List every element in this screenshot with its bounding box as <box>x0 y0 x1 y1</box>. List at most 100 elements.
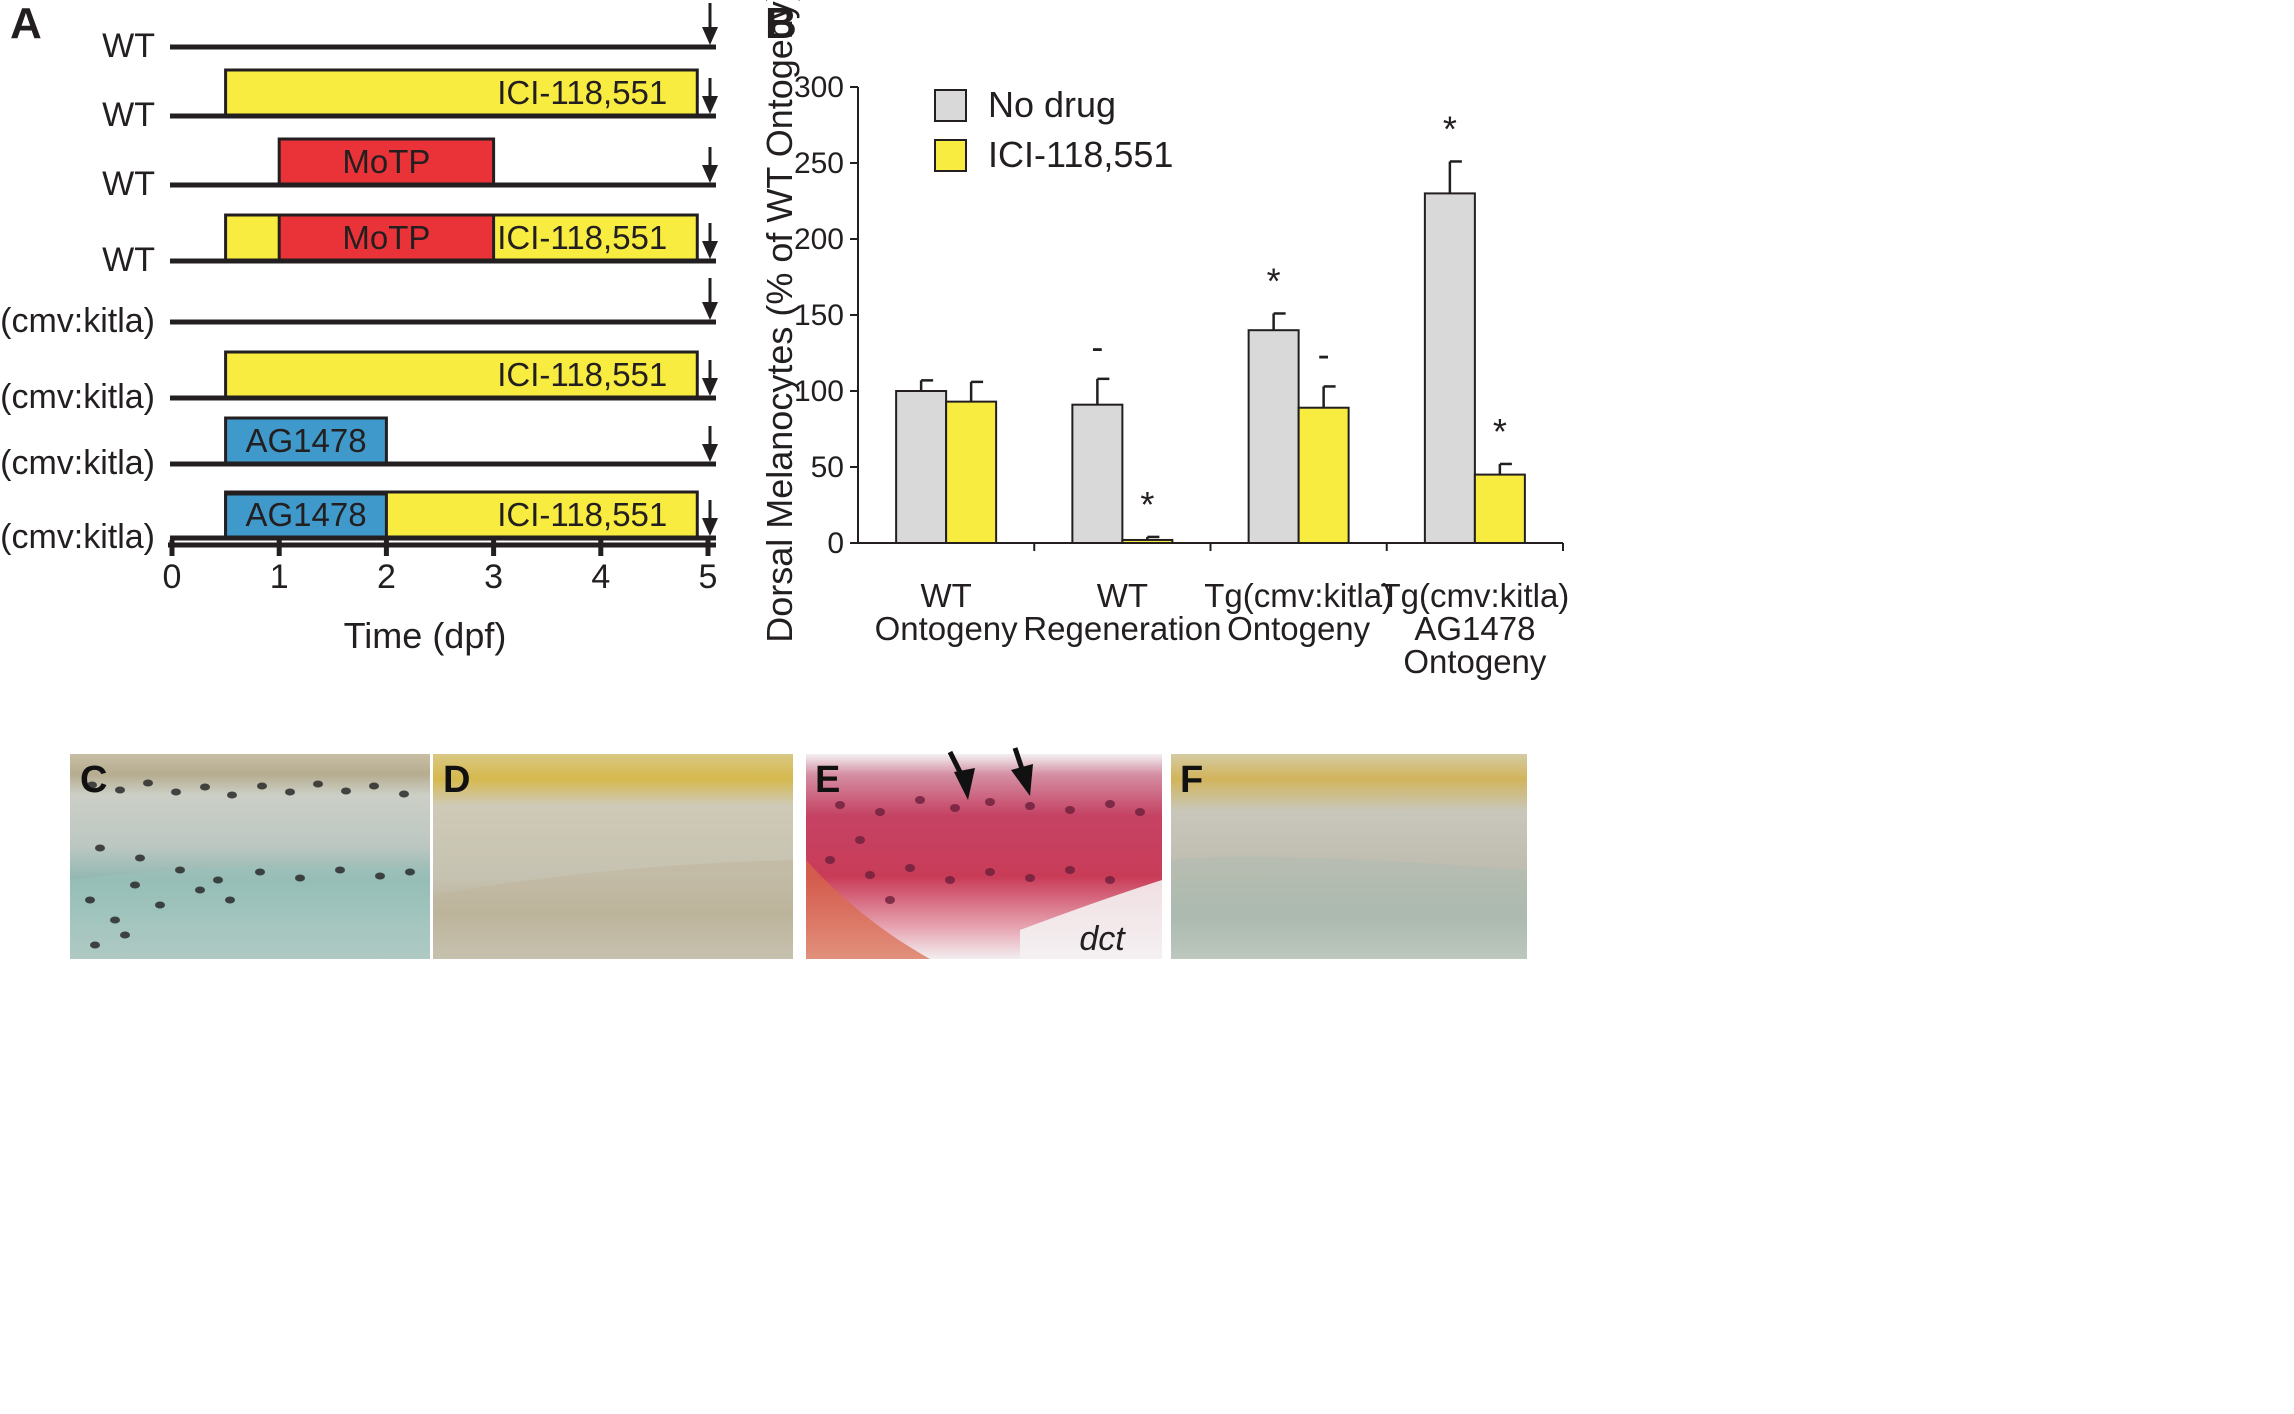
photo-e-melanoblasts <box>825 796 1145 904</box>
melanocyte-dot <box>175 866 185 874</box>
sampling-arrow-head <box>702 378 718 396</box>
treatment-bar <box>224 492 388 540</box>
row-genotype-label: WT <box>102 96 155 134</box>
row-genotype-label: Tg(cmv:kitla) <box>0 378 155 416</box>
row-genotype-label: WT <box>102 27 155 65</box>
panel-a-letter: A <box>10 0 42 48</box>
melanoblast-dot <box>1105 876 1115 884</box>
y-tick-label: 0 <box>827 527 844 560</box>
melanocyte-dot <box>90 941 100 949</box>
photo-f-yolk <box>1171 856 1527 959</box>
category-label: Tg(cmv:kitla) <box>1380 577 1569 614</box>
row-genotype-label: WT <box>102 241 155 279</box>
melanocyte-dot <box>227 791 237 799</box>
row-genotype-label: WT <box>102 165 155 203</box>
treatment-bar-label: ICI-118,551 <box>497 356 667 393</box>
legend-label: No drug <box>988 84 1116 125</box>
data-bar <box>1297 406 1350 544</box>
category-label: WT <box>920 577 971 614</box>
sampling-arrow-head <box>702 241 718 259</box>
sampling-arrow-head <box>702 27 718 45</box>
melanoblast-dot <box>885 896 895 904</box>
photo-f-letter: F <box>1180 759 1203 801</box>
photo-e-yolk <box>806 860 930 959</box>
timeline-x-tick-label: 1 <box>270 558 289 596</box>
sampling-arrow-head <box>702 444 718 462</box>
melanoblast-dot <box>855 836 865 844</box>
treatment-bar-label: ICI-118,551 <box>497 219 667 256</box>
y-axis-title: Dorsal Melanocytes (% of WT Ontogeny) <box>759 0 800 643</box>
chart-axes: 0 50 100 150 200 250 300 <box>794 71 1564 560</box>
chart-bars: -**-** <box>895 108 1526 545</box>
melanoblast-dot <box>950 804 960 812</box>
sampling-arrow-head <box>702 302 718 320</box>
melanocyte-dot <box>171 788 181 796</box>
data-bar <box>1247 329 1300 545</box>
melanoblast-dot <box>985 868 995 876</box>
sampling-arrow-head <box>702 96 718 114</box>
category-label: Tg(cmv:kitla) <box>1204 577 1393 614</box>
melanoblast-dot <box>1065 806 1075 814</box>
photo-c-yolk <box>70 865 430 959</box>
photo-d-yolk <box>433 860 793 959</box>
photo-e-background <box>1020 880 1162 959</box>
significance-mark: * <box>1493 411 1507 452</box>
melanocyte-dot <box>399 790 409 798</box>
melanoblast-dot <box>825 856 835 864</box>
legend-label: ICI-118,551 <box>988 134 1173 175</box>
significance-mark: - <box>1318 333 1330 374</box>
row-genotype-label: Tg(cmv:kitla) <box>0 444 155 482</box>
melanocyte-dot <box>335 866 345 874</box>
melanocyte-dot <box>295 874 305 882</box>
y-tick-label: 100 <box>794 375 844 408</box>
timeline-row: Tg(cmv:kitla) ICI-118,551 AG1478 <box>0 490 718 556</box>
photo-panel-d: D <box>433 754 793 959</box>
melanoblast-dot <box>1025 802 1035 810</box>
data-bar <box>1423 192 1476 544</box>
photo-panel-e: E dct <box>806 747 1162 959</box>
melanocyte-dot <box>375 872 385 880</box>
melanocyte-dot <box>341 787 351 795</box>
timeline-row: WT ICI-118,551 <box>102 68 718 134</box>
data-bar <box>1071 403 1124 544</box>
melanoblast-dot <box>905 864 915 872</box>
timeline-x-tick-label: 4 <box>591 558 610 596</box>
melanoblast-dot <box>1105 800 1115 808</box>
melanocyte-dot <box>225 896 235 904</box>
melanocyte-dot <box>213 876 223 884</box>
melanoblast-dot <box>1135 808 1145 816</box>
sampling-arrow-head <box>702 518 718 536</box>
timeline-row: Tg(cmv:kitla) <box>0 278 718 340</box>
timeline-row: Tg(cmv:kitla) AG1478 <box>0 416 718 482</box>
melanoblast-dot <box>1065 866 1075 874</box>
treatment-bar-label: AG1478 <box>245 496 366 533</box>
melanocyte-dot <box>120 931 130 939</box>
treatment-bar-label: ICI-118,551 <box>497 496 667 533</box>
treatment-bar-label: ICI-118,551 <box>497 74 667 111</box>
category-label: AG1478 <box>1414 610 1535 647</box>
row-genotype-label: Tg(cmv:kitla) <box>0 302 155 340</box>
melanocyte-dot <box>155 901 165 909</box>
y-tick-label: 200 <box>794 223 844 256</box>
photo-e-letter: E <box>815 759 840 801</box>
significance-mark: * <box>1267 260 1281 301</box>
chart-category-labels: WTOntogenyWTRegenerationTg(cmv:kitla)Ont… <box>875 577 1570 680</box>
treatment-bar <box>224 350 699 400</box>
melanoblast-dot <box>1025 874 1035 882</box>
melanocyte-dot <box>369 782 379 790</box>
melanocyte-dot <box>313 780 323 788</box>
melanocyte-dot <box>255 868 265 876</box>
melanocyte-dot <box>115 786 125 794</box>
sampling-arrow-head <box>702 165 718 183</box>
data-bar <box>895 390 948 544</box>
melanocyte-dot <box>87 781 97 789</box>
category-label: WT <box>1097 577 1148 614</box>
photo-e-arrow-2 <box>1011 747 1033 796</box>
significance-mark: - <box>1091 326 1103 367</box>
category-label: Ontogeny <box>875 610 1019 647</box>
melanocyte-dot <box>95 844 105 852</box>
photo-c-melanocytes <box>85 779 415 949</box>
timeline-rows: WT WT ICI-118,551 WT MoTP WT ICI-118,551 MoTP Tg… <box>0 3 718 556</box>
photo-c-letter: C <box>80 759 107 801</box>
timeline-row: WT <box>102 3 718 65</box>
